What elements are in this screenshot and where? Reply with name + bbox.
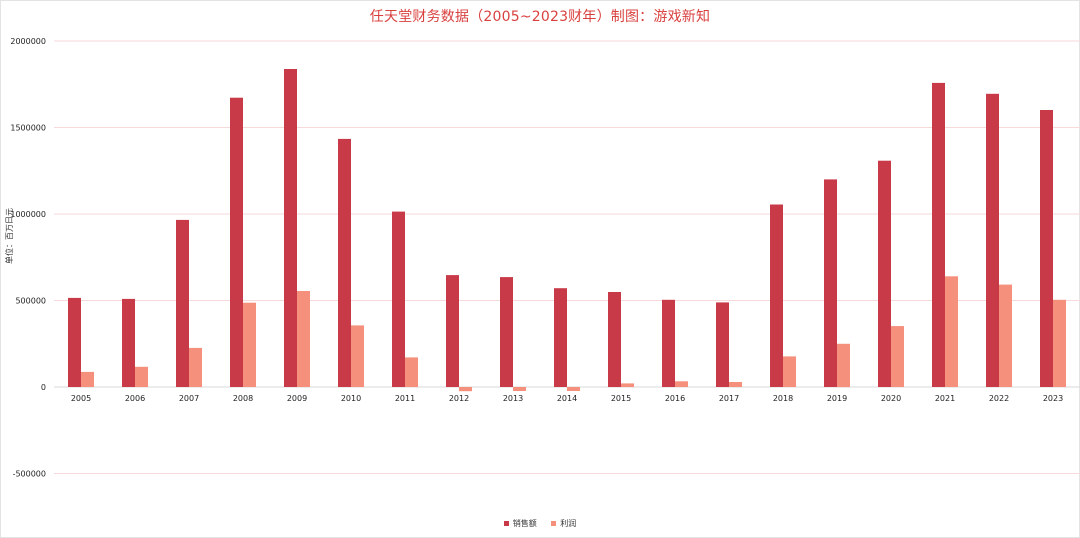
- bar-sales[interactable]: [338, 138, 351, 387]
- x-tick-label: 2009: [287, 394, 307, 403]
- bar-profit[interactable]: [405, 357, 418, 387]
- y-tick-label: 1500000: [10, 124, 46, 133]
- bar-sales[interactable]: [1040, 110, 1053, 387]
- x-tick-labels: 2005 2006 2007 2008 2009 2010 2011 2012 2013 2014…: [71, 394, 1063, 403]
- y-tick-label: 1000000: [10, 210, 46, 219]
- x-tick-label: 2005: [71, 394, 91, 403]
- y-tick-label: 2000000: [10, 37, 46, 46]
- bar-profit[interactable]: [837, 343, 850, 388]
- x-tick-label: 2022: [989, 394, 1009, 403]
- bar-profit[interactable]: [459, 387, 472, 392]
- legend-swatch-sales: [503, 521, 509, 526]
- bar-profit[interactable]: [729, 382, 742, 387]
- bar-sales[interactable]: [608, 292, 621, 387]
- x-tick-label: 2023: [1043, 394, 1063, 403]
- bar-profit[interactable]: [567, 387, 580, 391]
- legend-item-sales[interactable]: 销售额: [503, 518, 537, 529]
- x-tick-label: 2015: [611, 394, 631, 403]
- x-tick-label: 2018: [773, 394, 793, 403]
- bar-sales[interactable]: [176, 219, 189, 387]
- legend-swatch-profit: [551, 521, 557, 526]
- bar-profit[interactable]: [513, 387, 526, 391]
- x-tick-label: 2010: [341, 394, 361, 403]
- bar-sales[interactable]: [986, 93, 999, 388]
- bar-profit[interactable]: [999, 284, 1012, 387]
- bar-sales[interactable]: [662, 299, 675, 387]
- x-tick-label: 2019: [827, 394, 847, 403]
- legend-label-profit: 利润: [560, 519, 577, 528]
- bar-profit[interactable]: [1053, 299, 1066, 387]
- bar-sales[interactable]: [122, 298, 135, 387]
- bar-profit[interactable]: [243, 302, 256, 387]
- bar-profit[interactable]: [351, 325, 364, 387]
- gridlines: [54, 40, 1080, 474]
- bar-sales[interactable]: [770, 204, 783, 388]
- bar-sales[interactable]: [392, 211, 405, 387]
- bar-sales[interactable]: [68, 297, 81, 387]
- x-tick-label: 2013: [503, 394, 523, 403]
- x-tick-label: 2011: [395, 394, 415, 403]
- bar-sales[interactable]: [932, 82, 945, 388]
- x-tick-label: 2012: [449, 394, 469, 403]
- bar-sales[interactable]: [824, 179, 837, 387]
- bar-profit[interactable]: [675, 381, 688, 387]
- y-tick-label: 500000: [15, 297, 46, 306]
- bar-sales[interactable]: [500, 277, 513, 387]
- bar-profit[interactable]: [81, 371, 94, 387]
- bar-sales[interactable]: [446, 275, 459, 387]
- x-tick-label: 2006: [125, 394, 145, 403]
- bar-profit[interactable]: [621, 383, 634, 387]
- bar-profit[interactable]: [945, 276, 958, 387]
- y-tick-label: -500000: [13, 470, 46, 479]
- legend-label-sales: 销售额: [512, 519, 537, 528]
- x-tick-label: 2021: [935, 394, 955, 403]
- bar-profit[interactable]: [891, 326, 904, 387]
- chart-title: 任天堂财务数据（2005~2023财年）制图：游戏新知: [369, 9, 711, 25]
- bar-profit[interactable]: [135, 366, 148, 387]
- bar-sales[interactable]: [284, 69, 297, 387]
- x-tick-label: 2020: [881, 394, 901, 403]
- bar-sales[interactable]: [230, 97, 243, 387]
- y-tick-label: 0: [41, 383, 46, 392]
- bar-sales[interactable]: [716, 302, 729, 387]
- x-tick-label: 2017: [719, 394, 739, 403]
- x-tick-label: 2008: [233, 394, 253, 403]
- bar-sales[interactable]: [878, 160, 891, 387]
- legend-item-profit[interactable]: 利润: [551, 518, 576, 529]
- bar-profit[interactable]: [297, 291, 310, 387]
- y-tick-labels: 2000000 1500000 1000000 500000 0 -500000: [10, 37, 46, 479]
- x-tick-label: 2007: [179, 394, 199, 403]
- bar-profit[interactable]: [189, 347, 202, 387]
- x-tick-label: 2016: [665, 394, 685, 403]
- x-tick-label: 2014: [557, 394, 577, 403]
- legend: 销售额 利润: [0, 518, 1080, 529]
- bars: [68, 69, 1066, 392]
- bar-sales[interactable]: [554, 288, 567, 387]
- bar-profit[interactable]: [783, 356, 796, 387]
